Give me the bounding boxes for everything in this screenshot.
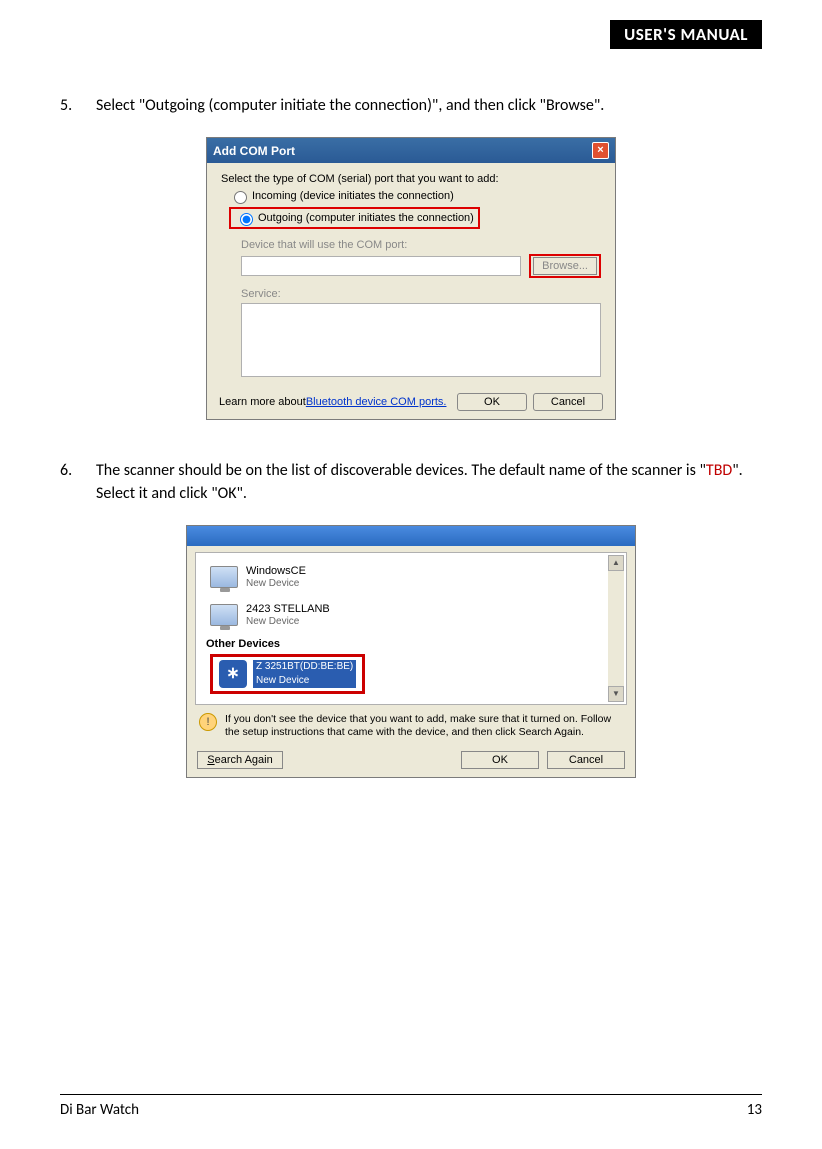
close-icon[interactable]: × [592,142,609,159]
radio-incoming-label: Incoming (device initiates the connectio… [252,190,454,202]
device-label: Device that will use the COM port: [241,239,601,251]
step-6-num: 6. [60,460,96,505]
highlight-selected-device: ∗ Z 3251BT(DD:BE:BE) New Device [210,654,365,694]
selected-device-sub: New Device [253,674,356,688]
page-number: 13 [747,1101,762,1119]
info-icon: ! [199,713,217,731]
scrollbar[interactable]: ▲ ▼ [608,555,624,702]
other-devices-label: Other Devices [206,638,622,650]
scroll-down-icon[interactable]: ▼ [608,686,624,702]
cancel-button[interactable]: Cancel [533,393,603,411]
step-6-text: The scanner should be on the list of dis… [96,460,762,505]
radio-outgoing[interactable] [240,213,253,226]
device-sub: New Device [246,578,306,590]
learn-more-link[interactable]: Bluetooth device COM ports. [306,396,447,408]
footer-left: Di Bar Watch [60,1101,139,1119]
ok-button[interactable]: OK [457,393,527,411]
step-6-text-a: The scanner should be on the list of dis… [96,461,706,480]
tbd-text: TBD [706,461,732,480]
computer-icon [208,562,240,592]
step-5: 5. Select "Outgoing (computer initiate t… [60,95,762,117]
add-com-port-dialog: Add COM Port × Select the type of COM (s… [206,137,616,420]
step-5-num: 5. [60,95,96,117]
dialog2-titlebar [187,526,635,546]
device-list-dialog: WindowsCE New Device 2423 STELLANB New D… [186,525,636,778]
service-label: Service: [241,288,601,300]
radio-outgoing-label: Outgoing (computer initiates the connect… [258,212,474,224]
device-dropdown[interactable] [241,256,521,276]
hint-text: If you don't see the device that you wan… [225,713,623,739]
learn-more-text: Learn more about [219,396,306,408]
dialog-title: Add COM Port [213,144,295,158]
service-listbox[interactable] [241,303,601,377]
device-name: WindowsCE [246,565,306,578]
search-again-label: earch Again [215,754,273,766]
header-title: USER'S MANUAL [610,20,762,49]
radio-incoming[interactable] [234,191,247,204]
step-6: 6. The scanner should be on the list of … [60,460,762,505]
device-name: 2423 STELLANB [246,603,330,616]
bluetooth-icon: ∗ [219,660,247,688]
device-row[interactable]: WindowsCE New Device [208,562,622,592]
footer-rule [60,1094,762,1095]
browse-button[interactable]: Browse... [533,257,597,275]
dialog-prompt: Select the type of COM (serial) port tha… [221,173,601,185]
step-5-text: Select "Outgoing (computer initiate the … [96,95,604,117]
device-row[interactable]: 2423 STELLANB New Device [208,600,622,630]
cancel-button[interactable]: Cancel [547,751,625,769]
highlight-browse: Browse... [529,254,601,278]
ok-button[interactable]: OK [461,751,539,769]
device-list: WindowsCE New Device 2423 STELLANB New D… [195,552,627,705]
device-sub: New Device [246,616,330,628]
computer-icon [208,600,240,630]
scroll-up-icon[interactable]: ▲ [608,555,624,571]
highlight-outgoing: Outgoing (computer initiates the connect… [229,207,480,229]
search-again-button[interactable]: Search Again [197,751,283,769]
selected-device-name[interactable]: Z 3251BT(DD:BE:BE) [253,660,356,674]
